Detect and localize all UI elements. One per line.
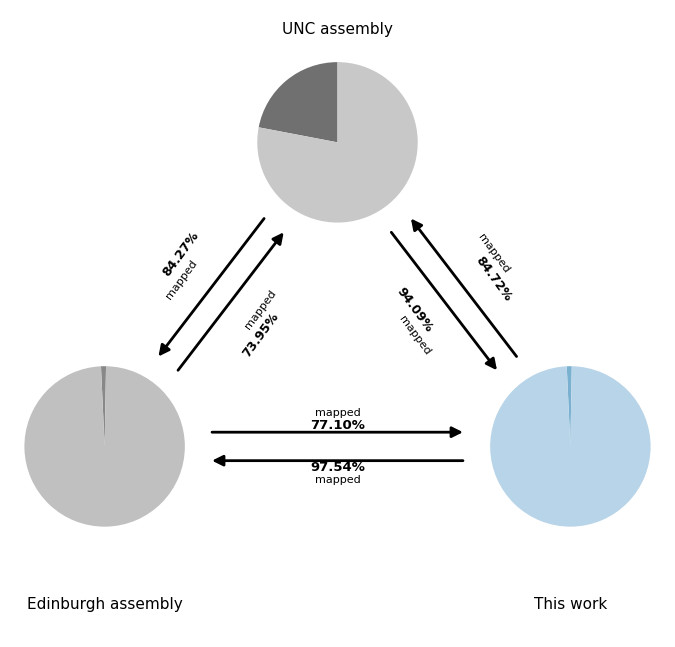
- Text: mapped: mapped: [164, 258, 199, 301]
- Text: 1%: 1%: [90, 454, 119, 472]
- Wedge shape: [567, 366, 572, 446]
- Text: mapped: mapped: [243, 288, 278, 331]
- Text: mapped: mapped: [315, 475, 360, 485]
- Wedge shape: [257, 62, 418, 223]
- Text: 94.09%: 94.09%: [394, 285, 435, 334]
- Text: 97.54%: 97.54%: [310, 461, 365, 474]
- Text: Edinburgh assembly: Edinburgh assembly: [27, 597, 182, 613]
- Wedge shape: [259, 62, 338, 142]
- Text: 77.10%: 77.10%: [310, 419, 365, 432]
- Text: cov. < 1: cov. < 1: [310, 120, 365, 133]
- Text: 1%: 1%: [556, 454, 585, 472]
- Text: mapped: mapped: [476, 232, 511, 275]
- Text: 84.72%: 84.72%: [473, 254, 514, 304]
- Text: This work: This work: [534, 597, 607, 613]
- Wedge shape: [24, 366, 185, 527]
- Text: 84.27%: 84.27%: [161, 228, 202, 278]
- Text: cov. < 1: cov. < 1: [543, 424, 598, 437]
- Text: 73.95%: 73.95%: [240, 311, 281, 360]
- Wedge shape: [490, 366, 651, 527]
- Text: UNC assembly: UNC assembly: [282, 21, 393, 37]
- Text: mapped: mapped: [315, 408, 360, 418]
- Text: 22%: 22%: [317, 149, 358, 168]
- Text: mapped: mapped: [397, 314, 432, 356]
- Text: cov. < 1: cov. < 1: [77, 424, 132, 437]
- Wedge shape: [101, 366, 106, 446]
